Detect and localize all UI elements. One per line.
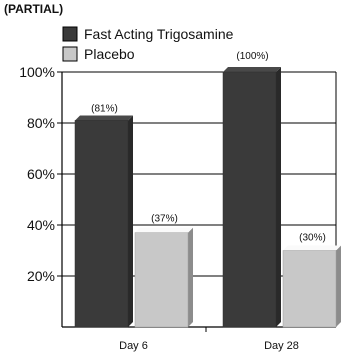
bar-top [135, 227, 193, 233]
data-label: (81%) [91, 103, 118, 114]
legend-label: Placebo [84, 46, 135, 62]
x-tick-label: Day 28 [264, 340, 299, 352]
legend: Fast Acting Trigosamine Placebo [62, 26, 234, 62]
legend-swatch [62, 26, 78, 42]
bar-side [128, 115, 133, 327]
data-label: (30%) [299, 233, 326, 244]
bar [282, 250, 337, 328]
data-labels: (81%) (37%) (100%) (30%) [91, 51, 326, 244]
bars [74, 67, 341, 328]
bar-side [336, 245, 341, 327]
bar [74, 120, 129, 328]
bar-top [223, 67, 281, 72]
bar-side [276, 67, 281, 327]
y-tick-label: 80% [27, 115, 55, 131]
y-tick-label: 100% [19, 64, 55, 80]
y-tick-label: 40% [27, 217, 55, 233]
bar-side [188, 227, 193, 327]
y-tick-label: 60% [27, 166, 55, 182]
bar [222, 71, 277, 328]
bar-top [75, 115, 133, 121]
legend-swatch [62, 46, 78, 62]
x-tick-label: Day 6 [119, 340, 148, 352]
bar [134, 232, 189, 328]
data-label: (100%) [236, 51, 268, 62]
y-tick-label: 20% [27, 268, 55, 284]
legend-label: Fast Acting Trigosamine [84, 26, 234, 42]
chart-title: (PARTIAL) [4, 2, 63, 16]
bar-top [283, 245, 341, 251]
data-label: (37%) [151, 214, 178, 225]
